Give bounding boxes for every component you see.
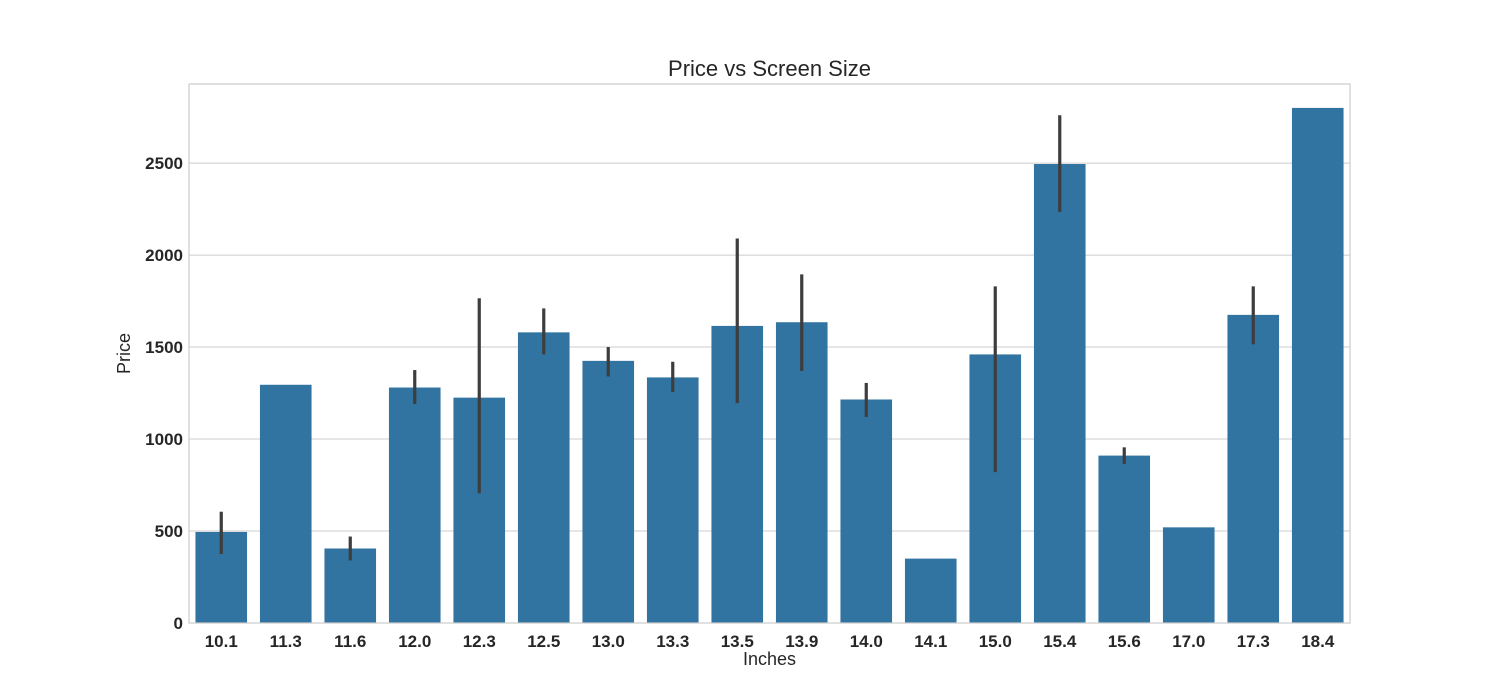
x-tick-label: 11.3 [270, 632, 302, 651]
x-tick-label: 11.6 [334, 632, 366, 651]
x-tick-label: 13.5 [721, 632, 754, 651]
bar-12.5 [517, 332, 570, 623]
x-tick-label: 14.0 [850, 632, 883, 651]
bar-15.6 [1098, 455, 1151, 623]
bar-17.0 [1162, 527, 1215, 623]
bar-14.1 [904, 558, 957, 623]
y-tick-label: 0 [174, 614, 183, 633]
x-tick-label: 17.0 [1172, 632, 1205, 651]
bar-13.9 [775, 322, 828, 623]
error-bars [219, 115, 1255, 561]
bar-12.0 [388, 387, 441, 623]
x-axis-label: Inches [743, 649, 796, 669]
y-tick-label: 500 [155, 522, 183, 541]
x-tick-label: 15.4 [1043, 632, 1077, 651]
x-tick-label: 14.1 [914, 632, 947, 651]
x-tick-label: 15.6 [1108, 632, 1141, 651]
bar-15.4 [1033, 164, 1086, 623]
x-tick-label: 12.0 [398, 632, 431, 651]
bar-13.3 [646, 377, 699, 623]
bar-11.6 [324, 548, 377, 623]
bar-13.0 [582, 360, 635, 623]
x-tick-label: 15.0 [979, 632, 1012, 651]
y-tick-label: 2500 [145, 154, 183, 173]
plot-frame [188, 83, 1351, 624]
y-tick-label: 1500 [145, 338, 183, 357]
y-tick-label: 2000 [145, 246, 183, 265]
x-tick-label: 18.4 [1301, 632, 1335, 651]
bars [195, 107, 1344, 623]
y-axis-label: Price [114, 333, 134, 374]
x-tick-label: 12.5 [527, 632, 560, 651]
chart-title: Price vs Screen Size [668, 56, 871, 81]
x-tick-label: 12.3 [463, 632, 496, 651]
x-tick-label: 13.0 [592, 632, 625, 651]
x-tick-label: 13.3 [656, 632, 689, 651]
y-tick-labels: 0 500 1000 1500 2000 2500 [145, 154, 183, 633]
x-tick-labels: 10.1 11.3 11.6 12.0 12.3 12.5 13.0 13.3 13.5 13.9… [205, 632, 1335, 651]
x-tick-label: 17.3 [1237, 632, 1270, 651]
y-tick-label: 1000 [145, 430, 183, 449]
x-tick-label: 10.1 [205, 632, 238, 651]
bar-18.4 [1291, 107, 1344, 623]
bar-14.0 [840, 399, 893, 623]
bar-17.3 [1227, 314, 1280, 623]
bar-11.3 [259, 384, 312, 623]
x-tick-label: 13.9 [785, 632, 818, 651]
